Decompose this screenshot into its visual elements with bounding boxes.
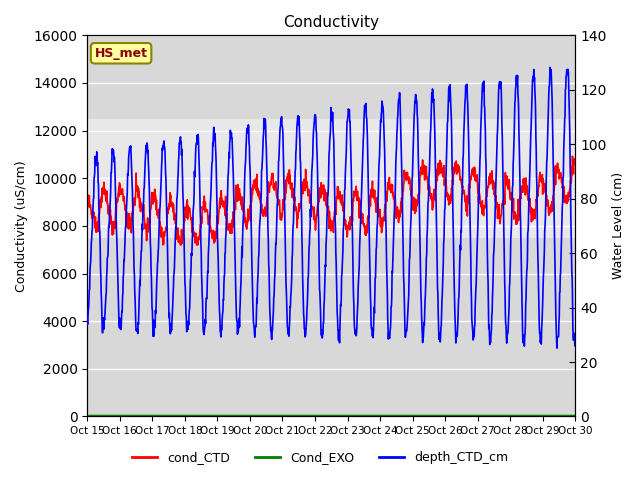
Bar [87, 119, 575, 238]
Text: HS_met: HS_met [95, 47, 148, 60]
Y-axis label: Water Level (cm): Water Level (cm) [612, 172, 625, 279]
Y-axis label: Conductivity (uS/cm): Conductivity (uS/cm) [15, 160, 28, 292]
Legend: cond_CTD, Cond_EXO, depth_CTD_cm: cond_CTD, Cond_EXO, depth_CTD_cm [127, 446, 513, 469]
Title: Conductivity: Conductivity [284, 15, 380, 30]
